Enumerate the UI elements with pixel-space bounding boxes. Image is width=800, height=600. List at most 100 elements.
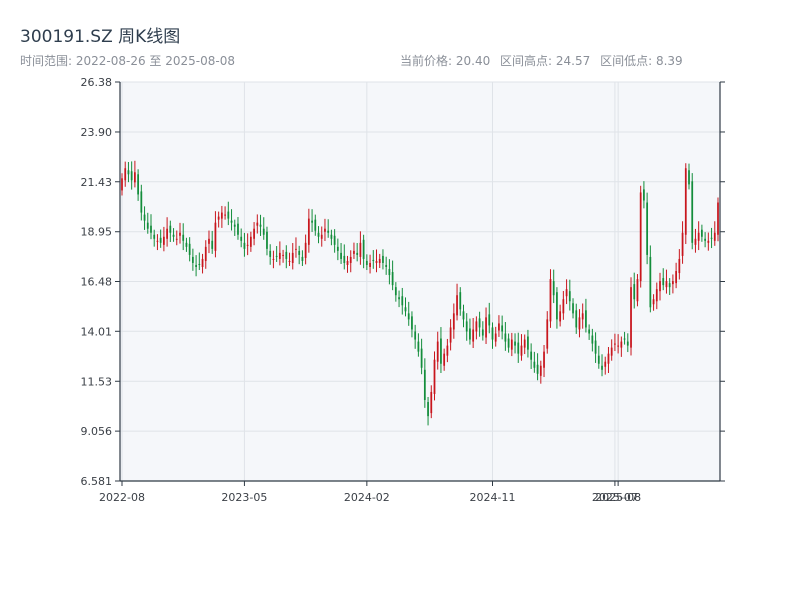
candle-body xyxy=(643,189,645,201)
candle-body xyxy=(365,260,368,265)
y-tick-label: 9.056 xyxy=(81,425,113,438)
candle-body xyxy=(536,364,539,374)
candle-body xyxy=(636,279,639,302)
candle-body xyxy=(681,232,684,256)
candle-body xyxy=(398,297,400,300)
candle-body xyxy=(259,224,262,227)
candle-body xyxy=(220,212,223,219)
candle-body xyxy=(237,223,239,235)
candle-body xyxy=(246,244,249,246)
candle-body xyxy=(346,260,349,265)
candle-body xyxy=(488,314,491,326)
range-low-label: 区间低点: 8.39 xyxy=(600,54,683,68)
candle-body xyxy=(262,228,265,235)
candle-body xyxy=(665,281,668,288)
candle-body xyxy=(362,239,365,259)
candle-body xyxy=(188,243,191,255)
candle-body xyxy=(581,313,584,320)
candle-body xyxy=(282,254,284,256)
candle-body xyxy=(610,347,613,356)
candle-body xyxy=(404,307,407,312)
candle-body xyxy=(523,339,526,348)
candle-body xyxy=(130,171,133,181)
candle-body xyxy=(304,242,307,258)
candle-body xyxy=(655,289,658,302)
candle-body xyxy=(343,255,346,263)
candle-body xyxy=(452,313,455,330)
candle-body xyxy=(233,224,236,227)
candle-body xyxy=(311,220,313,223)
candle-body xyxy=(633,284,636,300)
y-tick-label: 11.53 xyxy=(81,375,113,388)
x-tick-label: 2022-08 xyxy=(99,491,145,504)
candle-body xyxy=(349,256,352,263)
candle-body xyxy=(278,252,281,259)
y-tick-label: 14.01 xyxy=(81,325,113,338)
candle-body xyxy=(295,248,297,250)
candle-body xyxy=(565,289,568,297)
candle-body xyxy=(411,316,413,330)
candle-body xyxy=(591,335,594,344)
candle-body xyxy=(191,256,194,263)
y-tick-label: 16.48 xyxy=(81,276,113,289)
candle-body xyxy=(498,323,500,331)
y-tick-label: 26.38 xyxy=(81,76,113,89)
candle-body xyxy=(169,225,172,233)
candle-body xyxy=(688,170,690,185)
candle-body xyxy=(672,281,674,285)
candle-body xyxy=(594,340,597,354)
candle-body xyxy=(385,264,388,268)
candle-body xyxy=(369,262,371,268)
candle-body xyxy=(298,250,301,255)
candle-body xyxy=(481,329,484,336)
candle-body xyxy=(462,311,465,320)
candle-body xyxy=(510,339,513,350)
candle-body xyxy=(697,232,700,241)
candle-body xyxy=(684,168,687,235)
candle-body xyxy=(446,345,449,356)
candle-body xyxy=(710,237,713,239)
candle-body xyxy=(430,391,433,414)
candle-body xyxy=(243,242,246,249)
candle-body xyxy=(601,365,603,370)
candle-body xyxy=(166,228,168,239)
candle-body xyxy=(208,238,210,244)
candle-body xyxy=(559,311,562,322)
candle-body xyxy=(527,336,529,350)
candle-body xyxy=(153,234,156,239)
candle-body xyxy=(394,287,397,296)
candle-body xyxy=(327,230,330,233)
candle-body xyxy=(285,251,288,259)
x-tick-label: 2024-11 xyxy=(470,491,516,504)
candle-body xyxy=(713,232,716,241)
candle-body xyxy=(427,402,429,417)
candle-body xyxy=(156,240,159,242)
candle-body xyxy=(307,218,310,245)
candle-body xyxy=(707,240,710,243)
candle-body xyxy=(272,258,275,260)
candle-body xyxy=(472,329,475,342)
candle-body xyxy=(134,172,136,183)
candle-body xyxy=(449,327,452,343)
candle-body xyxy=(378,258,381,263)
price-summary: 当前价格: 20.40 区间高点: 24.57 区间低点: 8.39 xyxy=(400,52,689,69)
candle-body xyxy=(230,220,233,223)
y-tick-label: 18.95 xyxy=(81,226,113,239)
candle-body xyxy=(533,361,536,368)
candle-body xyxy=(543,351,545,368)
candle-body xyxy=(198,263,201,265)
candle-body xyxy=(639,192,642,282)
candle-body xyxy=(704,238,706,241)
candle-body xyxy=(353,250,355,254)
candle-body xyxy=(320,234,323,239)
candle-body xyxy=(456,295,458,316)
candle-body xyxy=(585,310,587,328)
candle-body xyxy=(597,355,600,364)
candle-body xyxy=(417,341,420,352)
candle-body xyxy=(459,292,462,310)
candle-body xyxy=(617,345,620,347)
candle-body xyxy=(491,327,494,340)
candle-body xyxy=(556,292,558,320)
candle-body xyxy=(375,260,378,263)
chart-title: 300191.SZ 周K线图 xyxy=(20,27,181,47)
